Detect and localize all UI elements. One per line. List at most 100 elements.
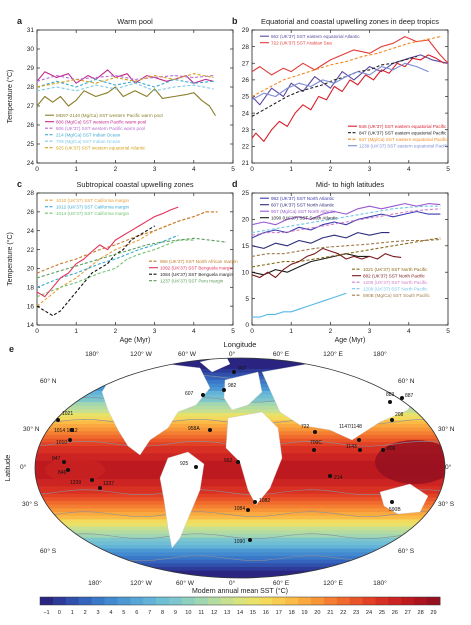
data-point: [388, 232, 390, 233]
data-point: [361, 258, 363, 260]
data-point: [271, 74, 272, 76]
data-point: [298, 250, 300, 252]
data-point: [48, 296, 50, 298]
site-marker: [98, 486, 102, 490]
data-point: [392, 208, 394, 210]
colorbar-cell: [91, 597, 105, 605]
x-tick-label: 5: [231, 166, 235, 173]
data-point: [56, 80, 57, 82]
data-point: [290, 71, 292, 72]
colorbar-tick: 21: [327, 610, 333, 616]
data-point: [286, 126, 288, 127]
sst-band: [35, 512, 445, 517]
data-point: [154, 90, 155, 92]
site-label: 806: [387, 446, 396, 452]
colorbar-tick: 25: [379, 610, 385, 616]
legend-label: 1010 (UK'37) SST California margin: [56, 198, 129, 203]
data-point: [330, 298, 331, 299]
x-tick-label: 1: [74, 166, 78, 173]
data-point: [392, 256, 394, 257]
greenland: [199, 358, 231, 373]
lon-tick-bottom: 180°: [373, 579, 387, 587]
data-point: [87, 268, 89, 269]
site-marker: [390, 418, 394, 422]
colorbar-tick: 3: [97, 610, 100, 616]
lon-tick-bottom: 180°: [88, 579, 102, 587]
panel-letter: e: [9, 344, 14, 354]
sst-band: [35, 413, 445, 418]
colorbar-tick: 0: [58, 610, 61, 616]
series-line: [251, 62, 429, 101]
data-point: [95, 96, 97, 97]
data-point: [83, 90, 85, 92]
panel-letter: a: [17, 16, 23, 26]
data-point: [443, 62, 445, 64]
data-point: [337, 295, 339, 297]
sst-band: [35, 534, 445, 539]
data-point: [251, 116, 253, 117]
data-point: [193, 82, 195, 84]
data-point: [75, 277, 77, 279]
data-point: [275, 96, 276, 97]
legend-label: 847 (Mg/Ca) SST eastern equatorial Pacif…: [359, 137, 448, 142]
data-point: [314, 226, 316, 228]
data-point: [44, 296, 46, 298]
panel-letter: d: [232, 179, 238, 189]
data-point: [193, 92, 195, 94]
site-label: 662: [224, 458, 233, 464]
legend-label: 722 (UK'37) SST Arabian Sea: [271, 41, 332, 46]
data-point: [267, 263, 269, 265]
data-point: [369, 69, 370, 71]
data-point: [193, 73, 195, 75]
data-point: [322, 84, 323, 86]
data-point: [209, 239, 210, 241]
data-point: [271, 129, 272, 131]
data-point: [75, 282, 77, 283]
data-point: [431, 59, 433, 61]
colorbar-tick: 24: [366, 610, 372, 616]
colorbar-tick: −1: [43, 610, 49, 616]
data-point: [173, 79, 175, 80]
y-axis-label: Temperature (°C): [6, 70, 14, 124]
data-point: [60, 286, 61, 288]
data-point: [314, 69, 316, 71]
colorbar-tick: 9: [174, 610, 177, 616]
site-marker: [313, 430, 317, 434]
data-point: [251, 234, 253, 236]
isotherm: [35, 511, 444, 517]
data-point: [330, 224, 331, 226]
data-point: [377, 258, 378, 260]
sst-band: [35, 567, 445, 572]
sst-band: [35, 361, 445, 366]
data-point: [91, 272, 93, 274]
colorbar-cell: [181, 597, 196, 605]
colorbar-cell: [388, 597, 402, 605]
data-point: [439, 213, 441, 215]
data-point: [107, 263, 108, 265]
site-marker: [201, 393, 205, 397]
data-point: [126, 258, 128, 260]
australia: [379, 483, 429, 515]
data-point: [298, 308, 300, 310]
data-point: [75, 86, 77, 88]
y-tick-label: 5: [245, 296, 249, 303]
data-point: [99, 263, 101, 265]
data-point: [298, 91, 300, 92]
data-point: [424, 39, 425, 41]
data-point: [439, 208, 441, 210]
data-point: [60, 277, 61, 279]
data-point: [263, 92, 265, 94]
colorbar-cell: [156, 597, 170, 605]
data-point: [377, 242, 378, 244]
site-marker: [253, 500, 257, 504]
data-point: [392, 47, 394, 49]
colorbar-tick: 10: [185, 610, 191, 616]
data-point: [330, 87, 331, 89]
legend-label: 1021 (UK'37) SST North Pacific: [363, 267, 428, 272]
series-line: [251, 54, 445, 142]
data-point: [396, 62, 398, 64]
legend-label: 662 (UK'37) SST eastern equatorial Atlan…: [271, 34, 360, 39]
data-point: [115, 244, 116, 246]
lon-tick-bottom: 0°: [229, 579, 236, 587]
y-tick-label: 25: [27, 141, 35, 148]
